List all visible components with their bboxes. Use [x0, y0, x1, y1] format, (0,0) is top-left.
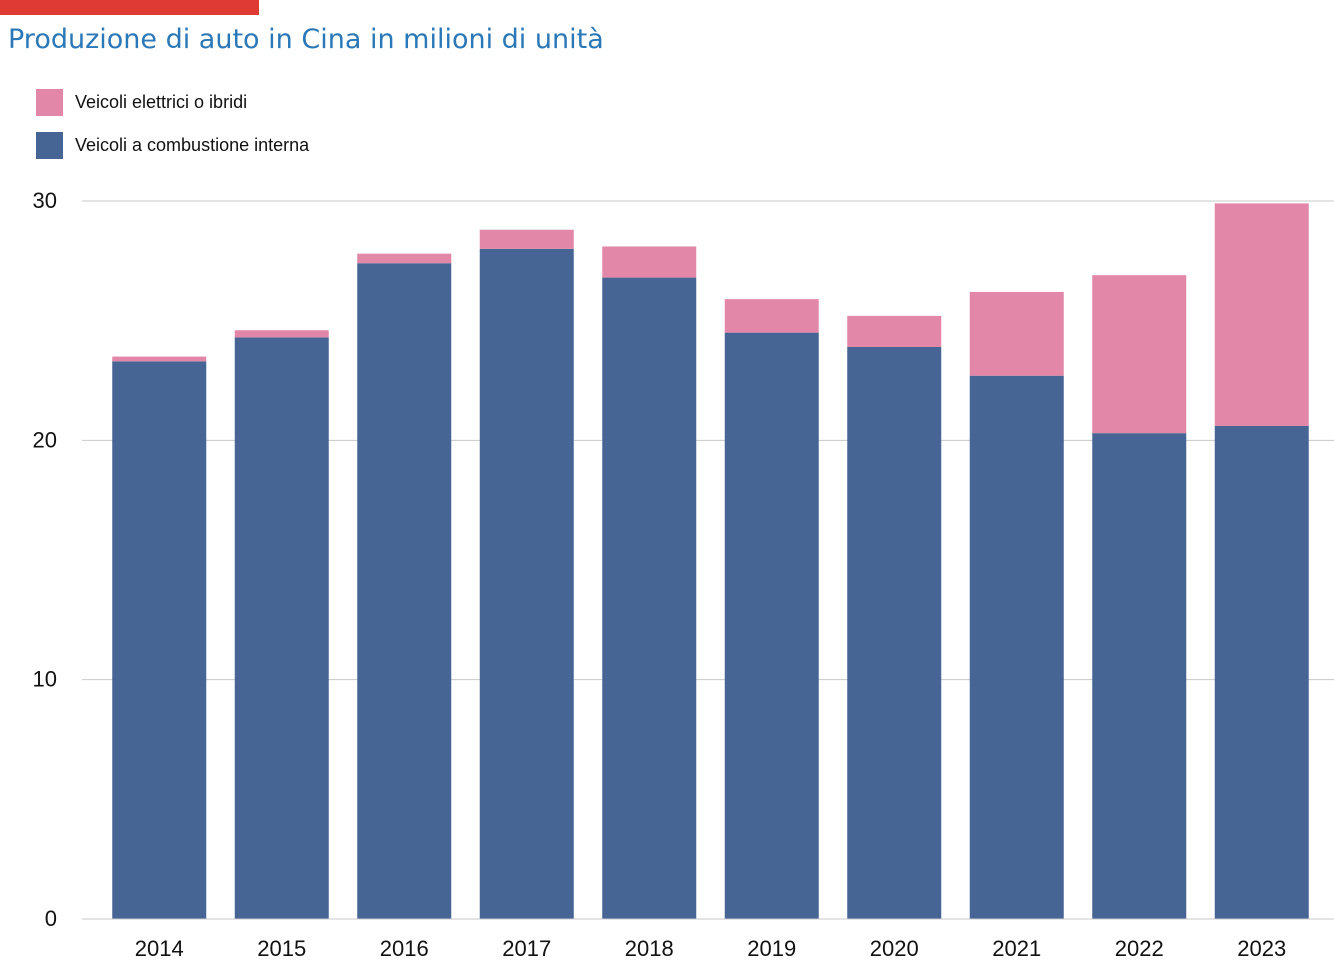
x-tick-label-2022: 2022	[1115, 936, 1164, 961]
legend-label-electric: Veicoli elettrici o ibridi	[75, 91, 248, 112]
bar-combustion-2014	[112, 361, 207, 919]
x-tick-label-2018: 2018	[625, 936, 674, 961]
y-tick-label-20: 20	[33, 427, 57, 452]
chart-title: Produzione di auto in Cina in milioni di…	[8, 24, 604, 55]
bar-electric-2019	[724, 299, 819, 333]
x-tick-label-2023: 2023	[1237, 936, 1286, 961]
bar-electric-2022	[1092, 275, 1187, 434]
y-tick-label-0: 0	[45, 906, 57, 931]
bar-electric-2020	[847, 315, 942, 347]
bar-combustion-2017	[479, 248, 574, 919]
legend-item-electric: Veicoli elettrici o ibridi	[36, 88, 309, 116]
accent-bar	[0, 0, 259, 15]
bar-combustion-2016	[357, 263, 452, 919]
x-tick-label-2017: 2017	[502, 936, 551, 961]
x-tick-label-2020: 2020	[870, 936, 919, 961]
bar-electric-2016	[357, 253, 452, 264]
bar-combustion-2020	[847, 346, 942, 919]
bar-combustion-2015	[234, 337, 329, 919]
bar-electric-2017	[479, 229, 574, 249]
bar-combustion-2018	[602, 277, 697, 919]
bar-combustion-2022	[1092, 433, 1187, 919]
bar-electric-2014	[112, 356, 207, 362]
legend-swatch-combustion	[36, 131, 63, 159]
y-tick-label-30: 30	[33, 188, 57, 213]
x-tick-label-2015: 2015	[257, 936, 306, 961]
bar-electric-2018	[602, 246, 697, 278]
bar-electric-2015	[234, 330, 329, 338]
legend: Veicoli elettrici o ibridi Veicoli a com…	[36, 88, 309, 174]
x-tick-label-2014: 2014	[135, 936, 184, 961]
bar-electric-2023	[1214, 203, 1309, 426]
bar-electric-2021	[969, 291, 1064, 376]
x-tick-label-2016: 2016	[380, 936, 429, 961]
bar-combustion-2019	[724, 332, 819, 920]
legend-item-combustion: Veicoli a combustione interna	[36, 131, 309, 159]
x-tick-label-2019: 2019	[747, 936, 796, 961]
legend-label-combustion: Veicoli a combustione interna	[75, 134, 310, 155]
bar-combustion-2023	[1214, 425, 1309, 919]
y-tick-label-10: 10	[33, 667, 57, 692]
legend-swatch-electric	[36, 88, 63, 116]
bar-combustion-2021	[969, 375, 1064, 919]
x-tick-label-2021: 2021	[992, 936, 1041, 961]
